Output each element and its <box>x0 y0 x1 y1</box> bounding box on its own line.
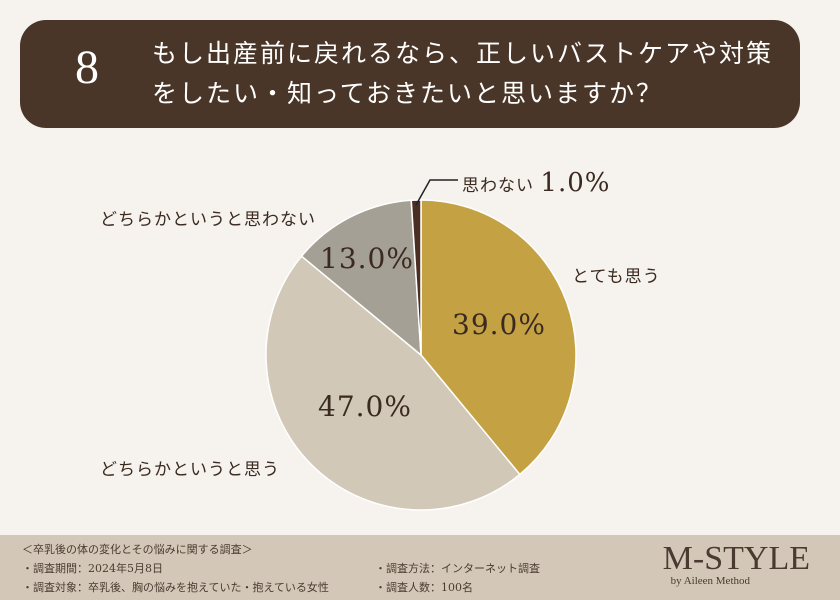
brand-logo: M-STYLE <box>662 540 810 577</box>
leader-line <box>415 179 458 206</box>
survey-method: ・調査方法：インターネット調査 <box>375 562 540 575</box>
brand-subtitle: by Aileen Method <box>670 575 750 587</box>
footer: ＜卒乳後の体の変化とその悩みに関する調査＞ ・調査期間：2024年5月8日 ・調… <box>0 535 840 600</box>
label-no-text: 思わない <box>462 176 534 196</box>
label-somewhat-no: どちらかというと思わない <box>100 210 316 230</box>
value-somewhat-yes: 47.0% <box>318 390 412 423</box>
question-banner: 8 もし出産前に戻れるなら、正しいバストケアや対策 をしたい・知っておきたいと思い… <box>20 20 800 128</box>
question-number: 8 <box>75 41 99 94</box>
survey-period: ・調査期間：2024年5月8日 <box>22 562 163 575</box>
question-text: もし出産前に戻れるなら、正しいバストケアや対策 をしたい・知っておきたいと思います… <box>152 34 773 114</box>
survey-title: ＜卒乳後の体の変化とその悩みに関する調査＞ <box>22 543 253 556</box>
value-very-much: 39.0% <box>452 308 546 341</box>
label-no-value: 1.0% <box>540 168 611 198</box>
label-very-much: とても思う <box>572 267 661 287</box>
slice-no <box>410 199 422 356</box>
survey-count: ・調査人数：100名 <box>375 581 473 594</box>
label-somewhat-yes: どちらかというと思う <box>100 460 280 480</box>
value-somewhat-no: 13.0% <box>320 242 414 275</box>
label-no: 思わない 1.0% <box>462 168 610 198</box>
question-line-2: をしたい・知っておきたいと思いますか？ <box>152 79 664 108</box>
question-line-1: もし出産前に戻れるなら、正しいバストケアや対策 <box>152 39 774 68</box>
slice-somewhat-no <box>300 199 422 357</box>
slice-somewhat-yes <box>265 255 521 511</box>
slice-very-much <box>420 199 577 476</box>
survey-target: ・調査対象：卒乳後、胸の悩みを抱えていた・抱えている女性 <box>22 581 329 594</box>
